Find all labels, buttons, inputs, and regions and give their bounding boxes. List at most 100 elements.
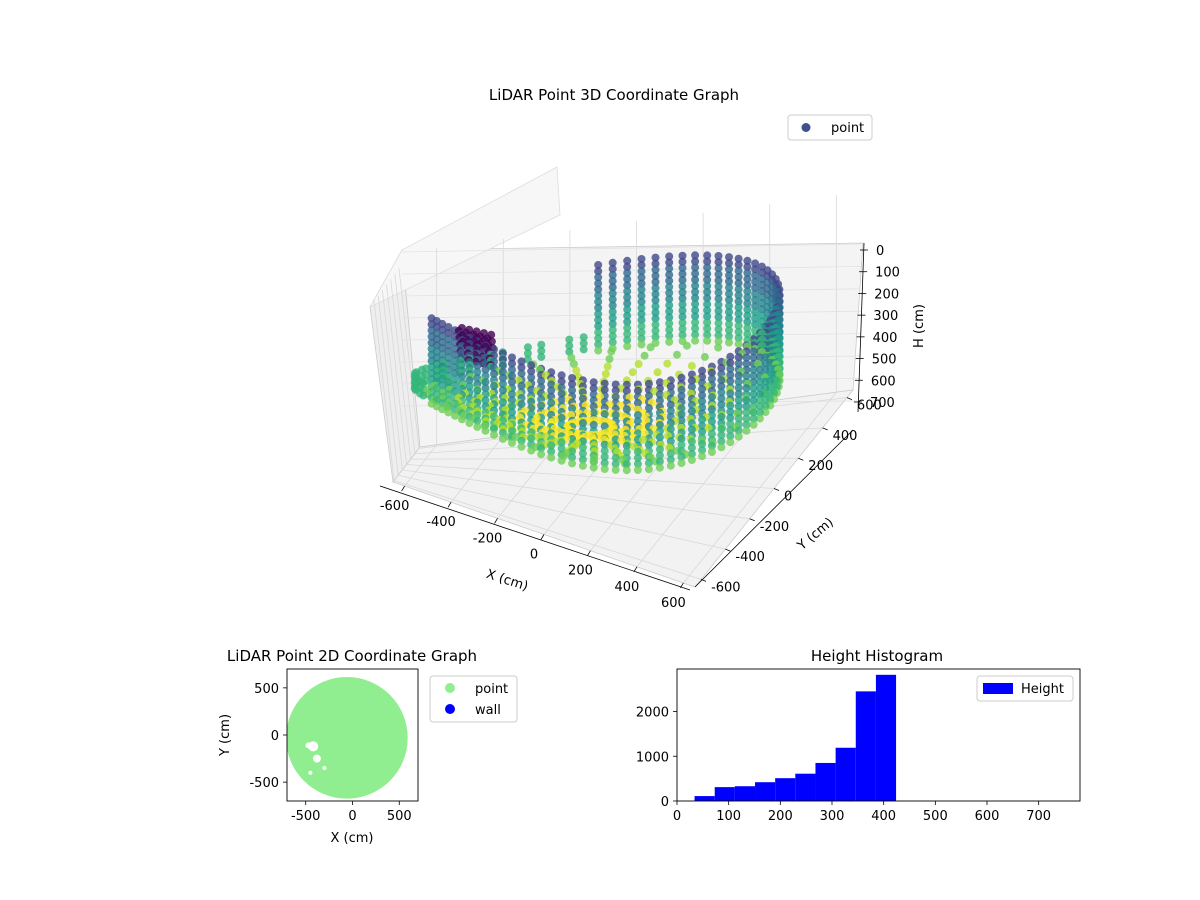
point-3d	[523, 343, 532, 352]
point-3d	[517, 381, 526, 390]
point-3d	[611, 386, 620, 395]
point-3d	[749, 390, 758, 399]
point-3d	[743, 293, 752, 302]
point-3d	[751, 296, 760, 305]
point-3d	[725, 314, 733, 323]
point-3d	[644, 404, 653, 413]
point-3d	[508, 390, 516, 399]
obstacle-hole-2d	[322, 766, 327, 770]
point-3d	[687, 425, 696, 434]
point-3d	[734, 334, 743, 342]
y-tick-3d	[846, 397, 853, 400]
point-3d	[687, 407, 696, 416]
point-3d	[508, 353, 516, 362]
point-3d	[703, 269, 712, 278]
point-3d	[644, 459, 653, 468]
ticks-2d: -500 0 500 -500 0 500	[249, 682, 411, 824]
point-3d	[623, 305, 632, 314]
point-3d	[677, 434, 686, 443]
point-3d	[677, 385, 686, 394]
point-3d	[498, 367, 507, 376]
point-3d	[639, 435, 647, 444]
point-3d	[714, 264, 723, 273]
point-3d	[743, 262, 752, 271]
y-axis-label-2d: Y (cm)	[218, 714, 233, 757]
point-3d	[600, 452, 609, 461]
point-3d	[703, 318, 712, 327]
point-3d	[755, 396, 764, 405]
point-3d	[677, 373, 686, 382]
point-3d	[749, 414, 758, 423]
point-3d	[608, 258, 617, 267]
chart-3d: LiDAR Point 3D Coordinate Graph -600 -400…	[369, 86, 927, 611]
point-3d	[714, 306, 723, 315]
point-3d	[691, 312, 700, 321]
point-3d	[707, 429, 716, 438]
point-3d	[633, 398, 642, 407]
point-3d	[704, 423, 713, 432]
point-3d	[608, 295, 617, 304]
point-3d	[633, 447, 642, 456]
point-3d	[594, 346, 603, 355]
point-3d	[698, 385, 707, 394]
point-3d	[665, 313, 674, 322]
legend-3d: point	[787, 114, 873, 141]
point-3d	[655, 390, 664, 399]
point-3d	[644, 465, 653, 474]
point-3d	[742, 402, 751, 411]
y-tick-3d	[749, 518, 755, 522]
point-3d	[677, 392, 686, 400]
point-3d	[734, 297, 743, 306]
point-3d	[714, 319, 723, 328]
point-3d	[717, 412, 726, 421]
point-3d	[743, 311, 752, 320]
point-3d	[703, 294, 712, 303]
point-3d	[622, 405, 631, 414]
point-3d	[751, 265, 760, 274]
point-3d	[490, 369, 498, 378]
grid-line-side-y	[386, 284, 407, 465]
point-3d	[557, 438, 566, 447]
point-3d	[725, 308, 733, 316]
point-3d	[646, 343, 655, 352]
x-tick-label-3d: 400	[615, 580, 640, 595]
point-3d	[698, 421, 707, 430]
point-3d	[600, 410, 609, 419]
legend-2d-label-wall: wall	[475, 703, 501, 718]
point-3d	[717, 437, 726, 446]
x-tick-label-3d: -400	[426, 515, 456, 530]
point-3d	[527, 446, 536, 455]
x-tick-label-2d: 500	[387, 809, 412, 824]
legend-histogram-frame	[976, 675, 1074, 702]
point-3d	[498, 380, 507, 388]
point-3d	[498, 434, 507, 443]
point-3d	[734, 279, 743, 288]
point-3d	[600, 458, 609, 467]
point-3d	[703, 324, 712, 333]
point-3d	[511, 433, 520, 441]
point-3d	[622, 380, 631, 389]
x-tick-label-histogram: 200	[768, 809, 793, 824]
point-3d	[651, 296, 660, 305]
point-3d	[703, 306, 712, 315]
point-3d	[633, 386, 642, 395]
point-3d	[594, 285, 603, 294]
point-3d	[677, 440, 686, 449]
point-3d	[665, 276, 674, 285]
point-3d	[444, 353, 453, 362]
point-3d	[568, 374, 577, 382]
x-tick-label-histogram: 0	[673, 809, 681, 824]
point-3d	[742, 371, 751, 380]
point-3d	[623, 281, 632, 290]
point-3d	[691, 281, 700, 290]
point-3d	[726, 426, 735, 434]
point-3d	[517, 442, 526, 451]
point-3d	[691, 318, 700, 327]
legend-2d-label-point: point	[475, 682, 508, 697]
point-3d	[665, 282, 674, 291]
point-3d	[498, 398, 507, 407]
point-3d	[678, 300, 687, 309]
point-3d	[651, 332, 660, 341]
point-3d	[557, 456, 566, 465]
point-3d	[608, 264, 617, 273]
